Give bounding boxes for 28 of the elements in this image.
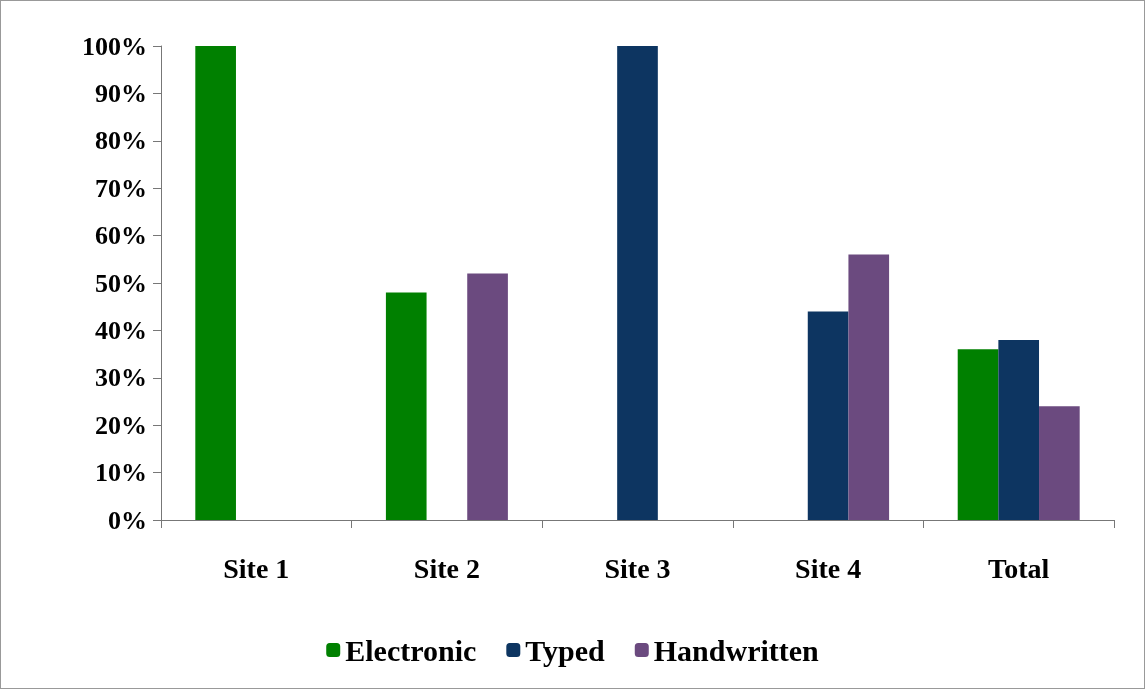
y-tick-label: 20% xyxy=(95,410,147,440)
y-tick-label: 60% xyxy=(95,221,147,251)
bar xyxy=(617,46,658,520)
legend-label: Electronic xyxy=(345,633,477,667)
legend-label: Handwritten xyxy=(653,633,820,667)
x-tick-label: Site 1 xyxy=(223,552,290,584)
legend-label: Typed xyxy=(525,633,606,667)
y-tick-label: 0% xyxy=(108,505,147,535)
x-tick-label: Total xyxy=(988,552,1050,584)
bar xyxy=(848,254,890,520)
x-tick-label: Site 3 xyxy=(604,552,671,584)
y-tick-label: 30% xyxy=(95,363,147,393)
bar xyxy=(957,349,999,520)
bar xyxy=(467,273,508,520)
bar xyxy=(998,339,1040,520)
bar xyxy=(1039,406,1080,520)
y-tick-label: 10% xyxy=(95,458,147,488)
x-tick-label: Site 2 xyxy=(413,552,480,584)
y-tick-label: 40% xyxy=(95,315,147,345)
y-tick-label: 70% xyxy=(95,173,147,203)
y-tick-label: 50% xyxy=(95,268,147,298)
bar xyxy=(385,292,427,520)
bar xyxy=(195,46,236,520)
y-tick-label: 80% xyxy=(95,126,147,156)
y-tick-label: 100% xyxy=(82,31,147,61)
x-tick-label: Site 4 xyxy=(795,552,862,584)
bar xyxy=(807,311,849,520)
y-tick-label: 90% xyxy=(95,78,147,108)
